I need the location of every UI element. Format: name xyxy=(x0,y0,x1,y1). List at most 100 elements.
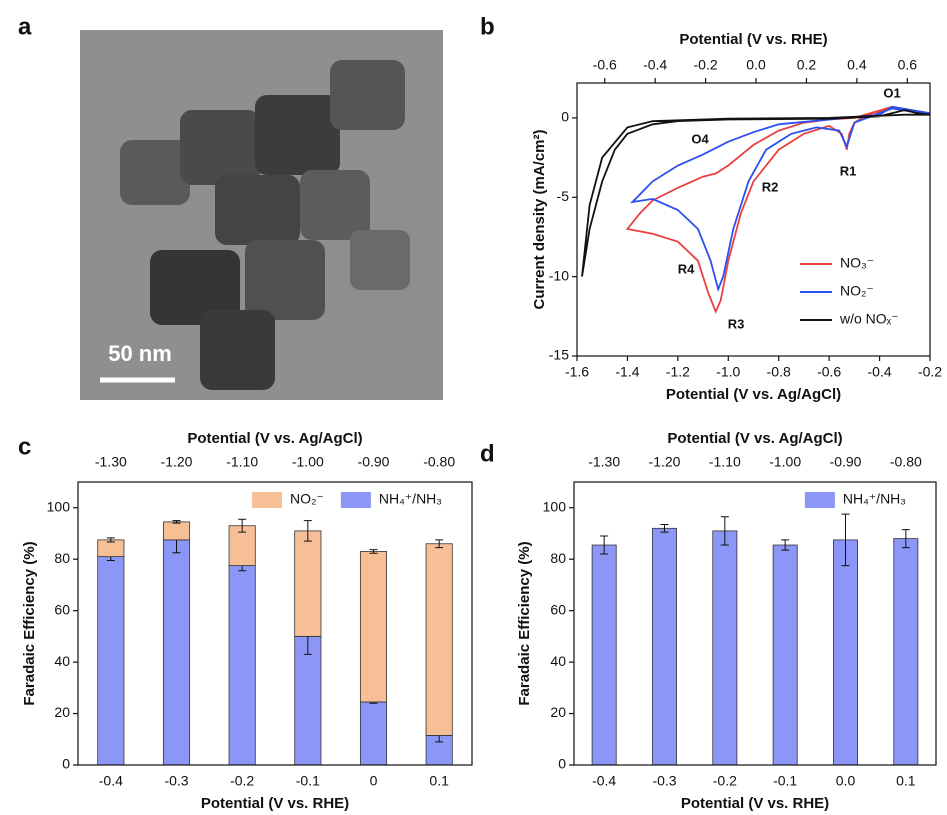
x2-tick-label: -0.90 xyxy=(830,454,862,470)
bar xyxy=(359,551,388,703)
cv-curve xyxy=(581,109,931,277)
plot-frame xyxy=(573,481,937,766)
x-tick-label: -1.0 xyxy=(716,364,740,380)
x-axis-title: Potential (V vs. RHE) xyxy=(681,795,829,812)
panel-label: a xyxy=(18,13,32,40)
error-bar xyxy=(781,539,790,551)
bar xyxy=(294,635,322,766)
y-tick-label: -5 xyxy=(557,188,570,204)
x2-axis-title: Potential (V vs. Ag/AgCl) xyxy=(187,430,362,447)
x-tick-label: -0.3 xyxy=(164,773,188,789)
error-bar xyxy=(238,518,247,533)
scale-bar-label: 50 nm xyxy=(108,341,172,366)
y-tick-label: 100 xyxy=(47,498,71,514)
error-bar xyxy=(172,520,181,524)
x2-tick-label: -0.4 xyxy=(643,57,667,73)
x2-tick-label: -1.20 xyxy=(161,454,193,470)
x2-tick-label: 0.0 xyxy=(746,57,766,73)
x-tick-label: -1.2 xyxy=(666,364,690,380)
error-bar xyxy=(303,520,312,542)
plot-frame xyxy=(77,481,473,766)
legend-label: w/o NOₓ⁻ xyxy=(839,311,899,327)
particle xyxy=(300,170,370,240)
y-tick-label: 60 xyxy=(550,601,566,617)
x-tick-label: -0.2 xyxy=(713,773,737,789)
x-tick-label: -1.6 xyxy=(565,364,589,380)
bar xyxy=(772,544,798,766)
bar xyxy=(228,525,256,567)
bar xyxy=(228,565,256,766)
peak-label: R3 xyxy=(728,316,745,331)
particle xyxy=(330,60,405,130)
y-tick-label: 20 xyxy=(54,704,70,720)
peak-label: R1 xyxy=(840,163,857,178)
particle xyxy=(255,95,340,175)
x2-tick-label: 0.4 xyxy=(847,57,867,73)
bar xyxy=(162,539,191,766)
plot-frame xyxy=(576,82,931,357)
x2-tick-label: -1.00 xyxy=(769,454,801,470)
y-tick-label: 20 xyxy=(550,704,566,720)
bar xyxy=(294,530,322,637)
peak-label: R4 xyxy=(678,261,695,276)
panel-label: b xyxy=(480,13,495,40)
y-tick-label: 80 xyxy=(550,550,566,566)
x-tick-label: -0.6 xyxy=(817,364,841,380)
x2-tick-label: 0.2 xyxy=(797,57,817,73)
particle xyxy=(180,110,260,185)
peak-label: O4 xyxy=(691,131,709,146)
bar xyxy=(652,527,677,766)
error-bar xyxy=(660,523,669,533)
error-bar xyxy=(720,516,729,546)
bar xyxy=(833,539,858,766)
x2-tick-label: -1.30 xyxy=(95,454,127,470)
y-tick-label: 0 xyxy=(558,756,566,772)
x-tick-label: -0.4 xyxy=(868,364,892,380)
y-tick-label: 40 xyxy=(550,653,566,669)
x2-tick-label: -0.6 xyxy=(593,57,617,73)
x2-tick-label: -1.10 xyxy=(709,454,741,470)
particle xyxy=(215,175,300,245)
x2-tick-label: 0.6 xyxy=(898,57,918,73)
y-tick-label: 0 xyxy=(62,756,70,772)
peak-label: O1 xyxy=(883,85,900,100)
peak-label: R2 xyxy=(762,179,779,194)
cv-curve xyxy=(625,105,931,314)
legend-label: NO₂⁻ xyxy=(840,283,874,299)
x-tick-label: -0.8 xyxy=(767,364,791,380)
y-tick-label: 60 xyxy=(54,601,70,617)
particle xyxy=(245,240,325,320)
x-tick-label: -0.2 xyxy=(918,364,942,380)
x-tick-label: -0.2 xyxy=(230,773,254,789)
error-bar xyxy=(435,539,444,549)
x2-tick-label: -1.20 xyxy=(649,454,681,470)
x-tick-label: -0.1 xyxy=(296,773,320,789)
x2-tick-label: -1.00 xyxy=(292,454,324,470)
error-bar xyxy=(369,549,378,554)
x2-axis-title: Potential (V vs. RHE) xyxy=(679,31,827,48)
x2-tick-label: -0.2 xyxy=(694,57,718,73)
x2-tick-label: -1.30 xyxy=(588,454,620,470)
x-tick-label: -0.4 xyxy=(592,773,616,789)
x-tick-label: -0.4 xyxy=(99,773,123,789)
x2-tick-label: -0.90 xyxy=(358,454,390,470)
legend-label: NO₃⁻ xyxy=(840,255,874,271)
x-tick-label: 0 xyxy=(370,773,378,789)
y-tick-label: 0 xyxy=(561,109,569,125)
particle xyxy=(120,140,190,205)
x-axis-title: Potential (V vs. RHE) xyxy=(201,795,349,812)
bar xyxy=(893,538,919,766)
x2-axis-title: Potential (V vs. Ag/AgCl) xyxy=(667,430,842,447)
particle xyxy=(350,230,410,290)
bar xyxy=(359,701,388,766)
tem-image: 50 nm xyxy=(80,30,443,400)
error-bar xyxy=(901,529,910,549)
legend-label: NH₄⁺/NH₃ xyxy=(843,491,906,507)
bar xyxy=(97,556,125,766)
y-axis-title: Faradaic Efficiency (%) xyxy=(516,541,533,705)
x-tick-label: 0.0 xyxy=(836,773,856,789)
bar xyxy=(162,521,191,541)
panel-label: c xyxy=(18,433,31,460)
bar xyxy=(591,544,617,766)
